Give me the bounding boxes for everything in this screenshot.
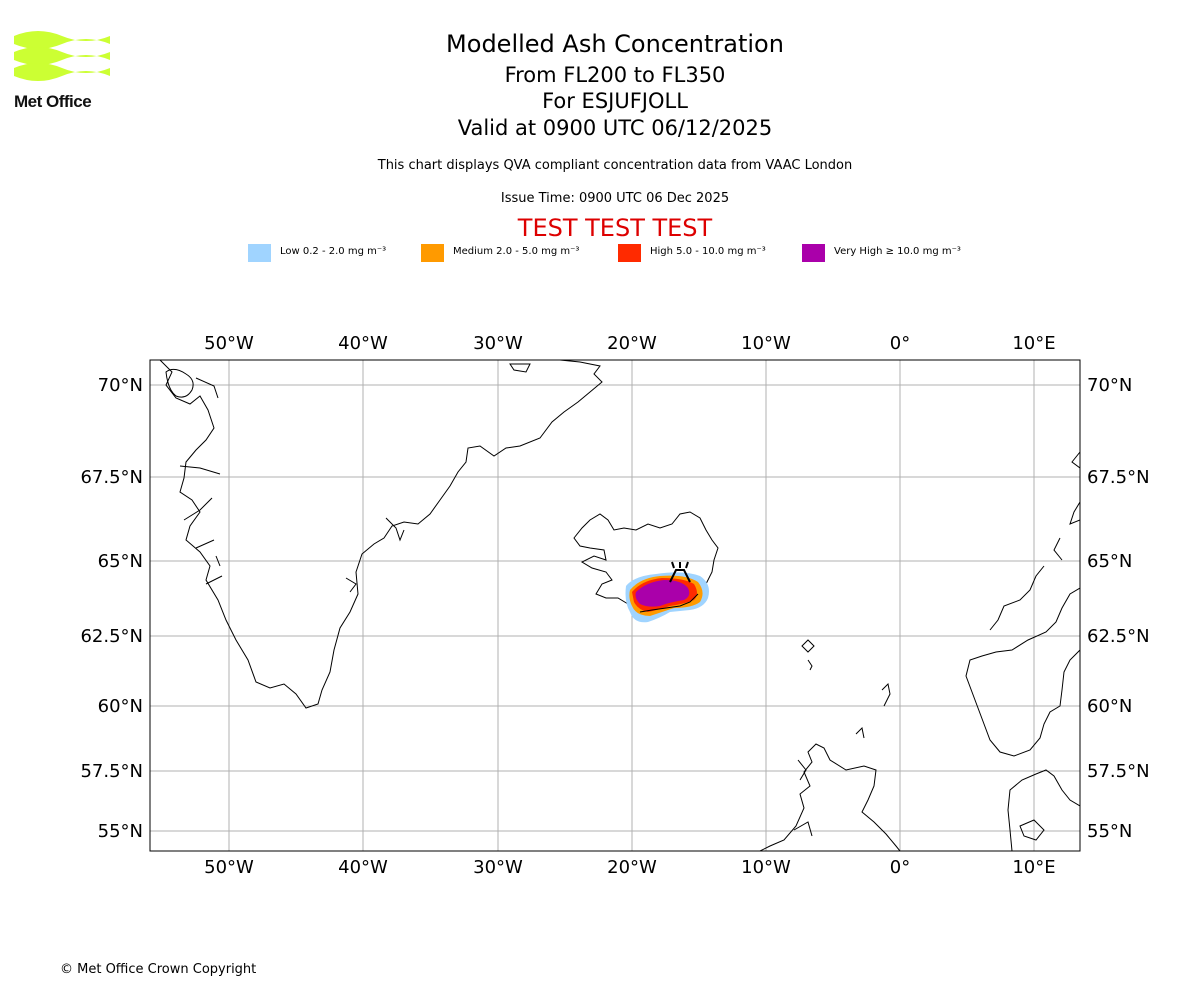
lat-label: 57.5°N [80,761,143,782]
lat-label: 57.5°N [1087,761,1150,782]
lat-label: 60°N [1087,696,1132,717]
lon-label: 30°W [473,857,523,878]
ash-very-high [635,580,690,607]
lon-label: 20°W [607,857,657,878]
lat-label: 62.5°N [1087,626,1150,647]
test-banner: TEST TEST TEST [517,214,713,242]
lat-labels-right: 70°N 67.5°N 65°N 62.5°N 60°N 57.5°N 55°N [1087,375,1150,842]
lat-label: 67.5°N [1087,467,1150,488]
legend-swatch-medium [421,244,444,262]
lat-label: 70°N [1087,375,1132,396]
lon-labels-bottom: 50°W 40°W 30°W 20°W 10°W 0° 10°E [204,857,1055,878]
lat-label: 65°N [98,551,143,572]
volcano-name: For ESJUFJOLL [542,89,688,113]
coastlines [159,360,1080,851]
copyright-notice: © Met Office Crown Copyright [60,962,257,977]
lon-label: 10°W [741,333,791,354]
lat-label: 67.5°N [80,467,143,488]
legend-swatch-low [248,244,271,262]
lat-labels-left: 70°N 67.5°N 65°N 62.5°N 60°N 57.5°N 55°N [80,375,143,842]
met-office-waves-icon [14,31,110,81]
lat-label: 60°N [98,696,143,717]
legend-swatch-very-high [802,244,825,262]
legend-label-very-high: Very High ≥ 10.0 mg m⁻³ [834,246,961,257]
legend-swatch-high [618,244,641,262]
compliance-note: This chart displays QVA compliant concen… [377,158,853,173]
graticule [150,360,1080,851]
lat-label: 70°N [98,375,143,396]
legend-label-high: High 5.0 - 10.0 mg m⁻³ [650,246,766,257]
lat-label: 55°N [98,821,143,842]
legend-label-medium: Medium 2.0 - 5.0 mg m⁻³ [453,246,580,257]
lat-label: 65°N [1087,551,1132,572]
valid-time: Valid at 0900 UTC 06/12/2025 [457,116,773,140]
lon-label: 0° [890,333,910,354]
met-office-logo: Met Office [14,28,110,112]
legend-label-low: Low 0.2 - 2.0 mg m⁻³ [280,246,387,257]
british-isles-coast [759,743,901,851]
lat-label: 62.5°N [80,626,143,647]
chart-title: Modelled Ash Concentration [446,30,784,58]
map-frame [149,359,1081,852]
lon-label: 10°E [1012,333,1055,354]
lat-label: 55°N [1087,821,1132,842]
volcano-icon [669,561,691,583]
lon-label: 0° [890,857,910,878]
lon-label: 20°W [607,333,657,354]
lon-label: 50°W [204,333,254,354]
lon-labels-top: 50°W 40°W 30°W 20°W 10°W 0° 10°E [204,333,1055,354]
scandinavia-coast [965,587,1080,757]
lon-label: 10°W [741,857,791,878]
lon-label: 40°W [338,333,388,354]
lon-label: 40°W [338,857,388,878]
greenland-coast [159,360,603,709]
issue-time: Issue Time: 0900 UTC 06 Dec 2025 [500,191,730,206]
flight-level-range: From FL200 to FL350 [504,63,726,87]
lon-label: 30°W [473,333,523,354]
lon-label: 10°E [1012,857,1055,878]
logo-text: Met Office [14,92,92,111]
ash-concentration-polygons [625,572,709,623]
lon-label: 50°W [204,857,254,878]
